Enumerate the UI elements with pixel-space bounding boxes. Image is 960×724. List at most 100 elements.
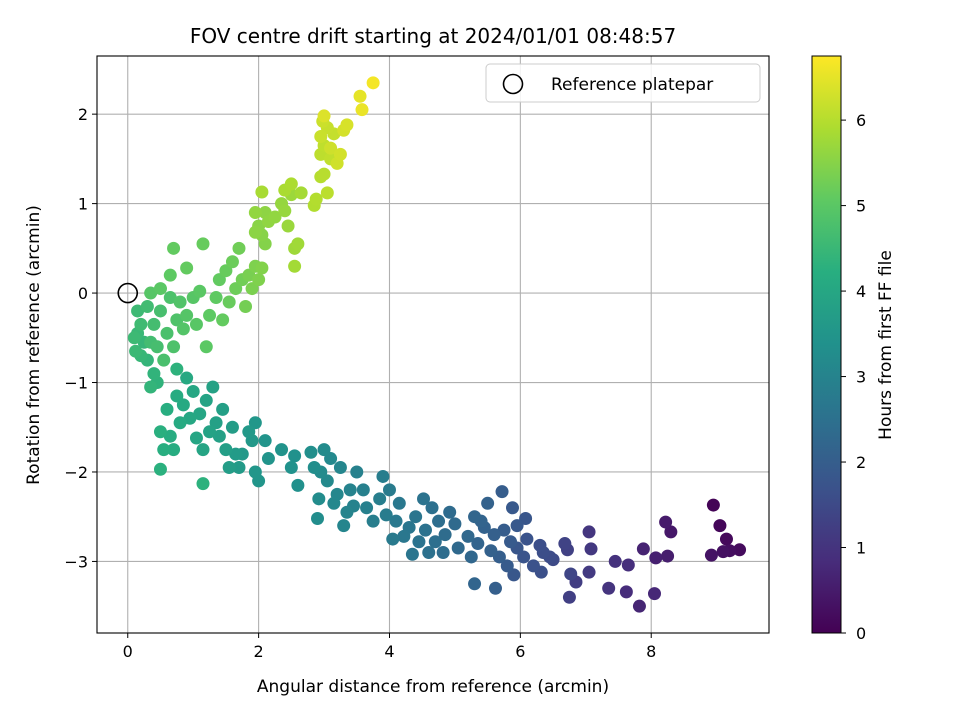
scatter-point — [495, 485, 509, 499]
scatter-point — [209, 416, 223, 430]
scatter-point — [248, 225, 262, 239]
scatter-point — [268, 210, 282, 224]
scatter-point — [167, 241, 181, 255]
scatter-point — [189, 431, 203, 445]
scatter-point — [713, 519, 727, 533]
scatter-point — [284, 177, 298, 191]
scatter-point — [209, 291, 223, 305]
scatter-point — [245, 282, 259, 296]
scatter-point — [320, 186, 334, 200]
scatter-point — [353, 89, 367, 103]
scatter-point — [619, 585, 633, 599]
scatter-point — [504, 535, 518, 549]
scatter-point — [180, 261, 194, 275]
scatter-point — [189, 317, 203, 331]
scatter-point — [355, 103, 369, 117]
y-tick-label: 0 — [78, 284, 88, 303]
colorbar-tick-label: 6 — [856, 111, 866, 130]
scatter-point — [314, 130, 328, 144]
scatter-point — [558, 537, 572, 551]
scatter-point — [664, 525, 678, 539]
scatter-point — [222, 461, 236, 475]
scatter-point — [180, 308, 194, 322]
scatter-point — [451, 541, 465, 555]
scatter-point — [163, 291, 177, 305]
scatter-point — [507, 568, 521, 582]
scatter-point — [526, 559, 540, 573]
scatter-point — [291, 478, 305, 492]
scatter-point — [153, 304, 167, 318]
scatter-point — [196, 237, 210, 251]
colorbar-tick-label: 0 — [856, 624, 866, 643]
scatter-point — [212, 273, 226, 287]
scatter-point — [307, 461, 321, 475]
plot-frame — [96, 55, 770, 634]
x-tick-label: 0 — [123, 642, 133, 661]
scatter-point — [659, 515, 673, 529]
y-tick-label: −3 — [64, 552, 88, 571]
scatter-point — [248, 206, 262, 220]
scatter-point — [199, 340, 213, 354]
scatter-point — [632, 599, 646, 613]
scatter-point — [350, 465, 364, 479]
scatter-point — [487, 528, 501, 542]
colorbar-tick-label: 1 — [856, 539, 866, 558]
scatter-point — [199, 393, 213, 407]
scatter-point — [564, 567, 578, 581]
scatter-point — [248, 416, 262, 430]
scatter-point — [196, 477, 210, 491]
scatter-point — [219, 264, 233, 278]
scatter-point — [500, 559, 514, 573]
scatter-point — [373, 492, 387, 506]
scatter-point — [281, 219, 295, 233]
scatter-point — [438, 528, 452, 542]
scatter-point — [167, 443, 181, 457]
scatter-point — [356, 483, 370, 497]
scatter-point — [517, 550, 531, 564]
colorbar-label: Hours from first FF file — [876, 250, 896, 440]
scatter-point — [219, 443, 233, 457]
scatter-point — [147, 367, 161, 381]
scatter-point — [255, 185, 269, 199]
scatter-point — [497, 523, 511, 537]
scatter-point — [167, 340, 181, 354]
scatter-point — [180, 371, 194, 385]
scatter-point — [163, 268, 177, 282]
y-tick-label: −1 — [64, 374, 88, 393]
scatter-point — [239, 299, 253, 313]
scatter-point — [392, 496, 406, 510]
y-axis-ticks: −3 −2 −1 0 1 2 — [64, 105, 97, 571]
scatter-point — [129, 344, 143, 358]
scatter-point — [386, 532, 400, 546]
scatter-point — [376, 469, 390, 483]
scatter-point — [443, 505, 457, 519]
scatter-point — [510, 519, 524, 533]
scatter-point — [232, 461, 246, 475]
scatter-point — [337, 519, 351, 533]
scatter-point — [360, 501, 374, 515]
legend: Reference platepar — [485, 63, 761, 103]
scatter-point — [186, 384, 200, 398]
scatter-point — [418, 523, 432, 537]
scatter-point — [716, 545, 730, 559]
scatter-point — [176, 398, 190, 412]
scatter-point — [464, 550, 478, 564]
scatter-point — [153, 462, 167, 476]
scatter-point — [153, 282, 167, 296]
scatter-point — [242, 268, 256, 282]
scatter-point — [131, 304, 145, 318]
legend-marker-icon — [502, 73, 524, 95]
y-tick-label: −2 — [64, 463, 88, 482]
colorbar — [811, 55, 842, 634]
scatter-point — [366, 514, 380, 528]
scatter-point — [216, 313, 230, 327]
y-axis-label: Rotation from reference (arcmin) — [24, 205, 44, 485]
y-tick-label: 2 — [78, 105, 88, 124]
scatter-point — [275, 443, 289, 457]
scatter-point — [193, 284, 207, 298]
scatter-point — [160, 326, 174, 340]
scatter-point — [412, 535, 426, 549]
scatter-point — [488, 581, 502, 595]
x-tick-label: 6 — [515, 642, 525, 661]
scatter-point — [232, 241, 246, 255]
